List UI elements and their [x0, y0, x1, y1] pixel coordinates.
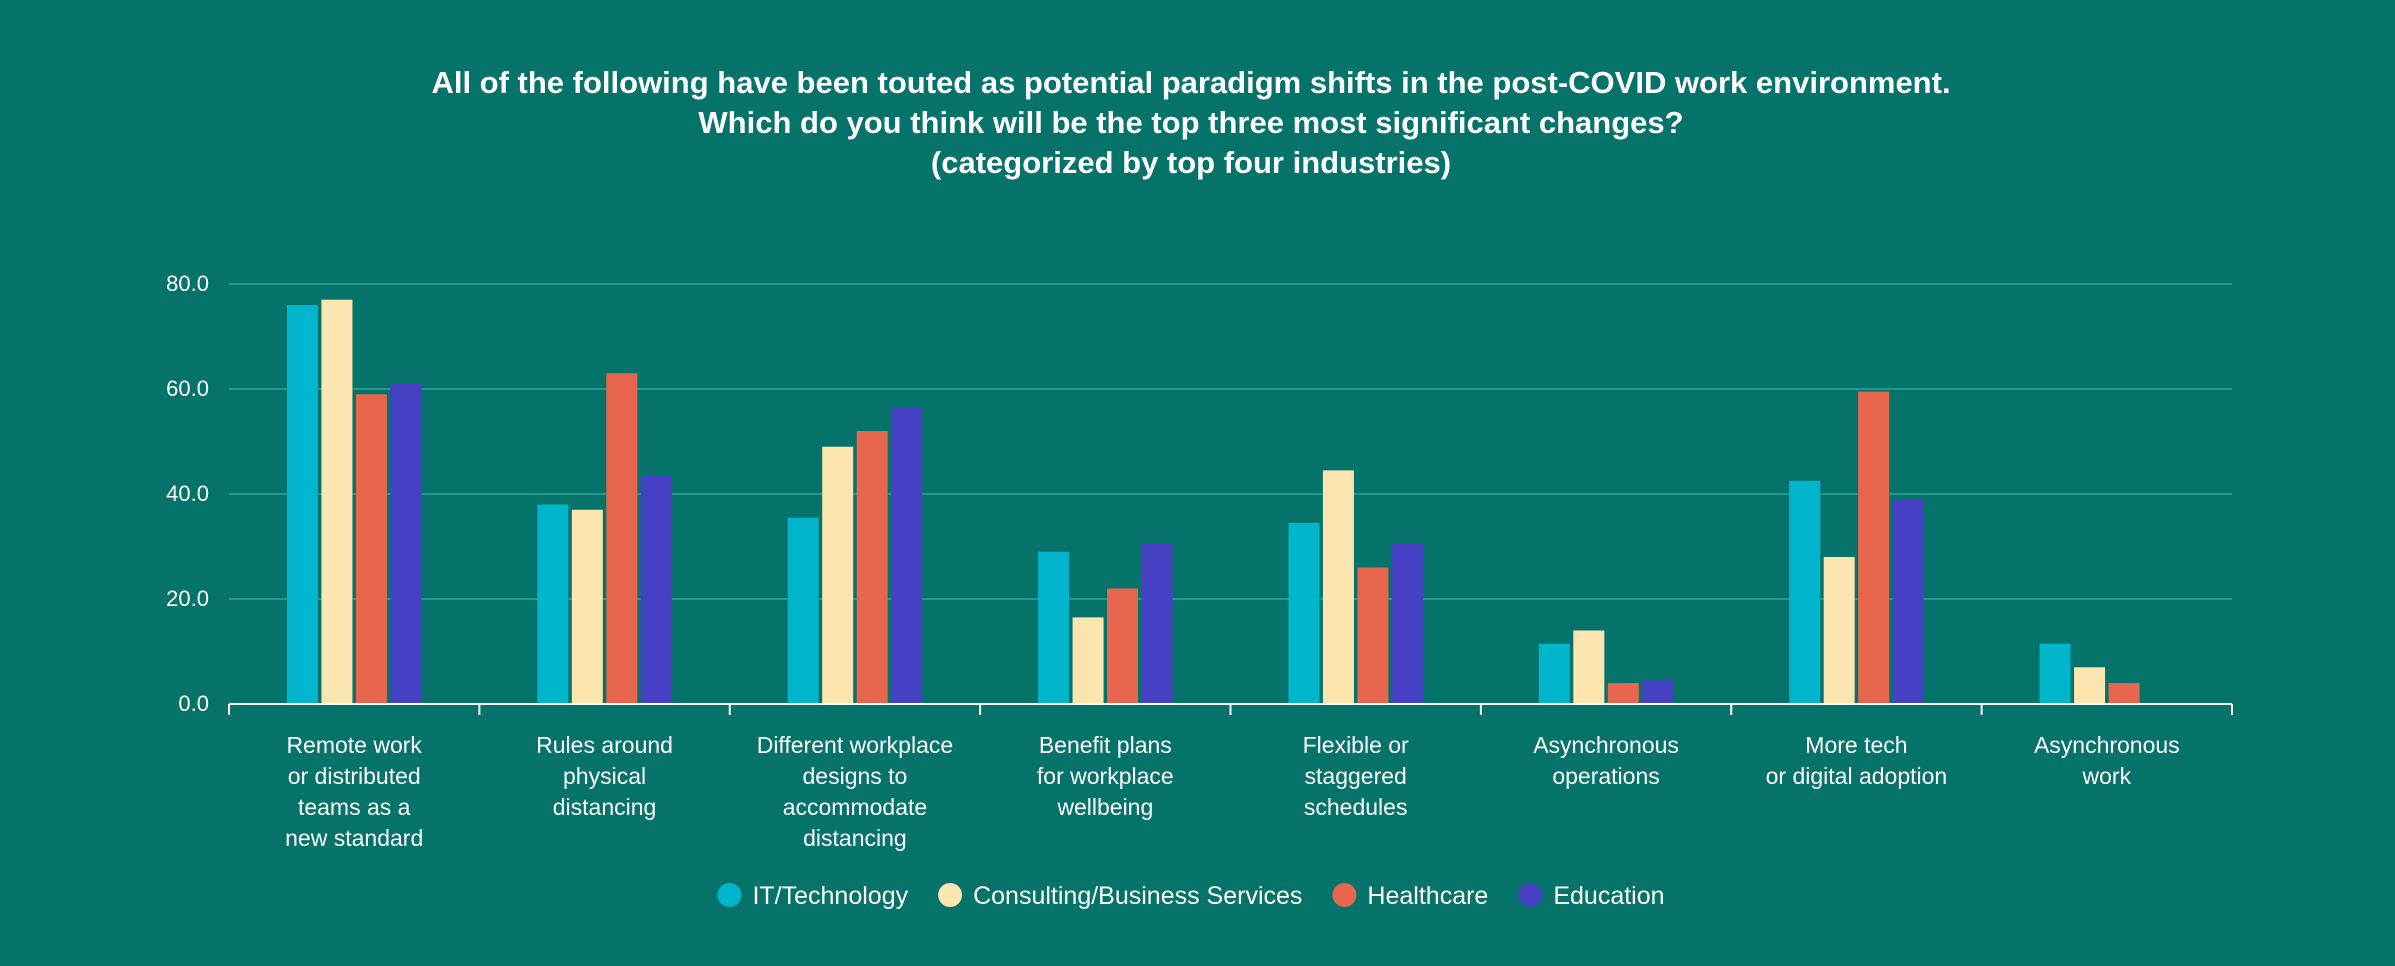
- legend-swatch: [938, 883, 963, 907]
- x-category-label: Remote work: [286, 732, 422, 758]
- bar-consulting-business-services: [1573, 630, 1605, 704]
- bar-it-technology: [1288, 522, 1320, 704]
- bar-education: [1391, 543, 1423, 704]
- y-tick-label: 0.0: [178, 691, 209, 716]
- x-category-label: Rules around: [536, 732, 673, 758]
- bar-healthcare: [1107, 588, 1139, 704]
- bar-healthcare: [606, 373, 638, 704]
- x-category-label: or distributed: [288, 763, 421, 789]
- x-category-label: Different workplace: [757, 732, 953, 758]
- legend-label: Education: [1553, 882, 1664, 910]
- bar-healthcare: [1607, 683, 1639, 704]
- bar-consulting-business-services: [822, 446, 854, 704]
- x-category-label: operations: [1552, 763, 1659, 789]
- legend-item: IT/Technology: [717, 882, 909, 910]
- x-category-label: work: [2082, 763, 2132, 789]
- bar-consulting-business-services: [1823, 557, 1855, 704]
- x-category-label: schedules: [1304, 794, 1408, 820]
- y-tick-label: 40.0: [166, 481, 209, 506]
- chart-title-line: Which do you think will be the top three…: [698, 105, 1683, 140]
- x-category-label: distancing: [553, 794, 657, 820]
- bar-education: [1642, 680, 1674, 704]
- bar-education: [1141, 543, 1173, 704]
- bar-consulting-business-services: [571, 509, 603, 704]
- legend-item: Education: [1518, 882, 1665, 910]
- x-category-label: Benefit plans: [1039, 732, 1172, 758]
- x-category-label: staggered: [1305, 763, 1407, 789]
- legend-swatch: [717, 883, 742, 907]
- legend-label: IT/Technology: [752, 882, 908, 910]
- bar-it-technology: [537, 504, 569, 704]
- chart-title: All of the following have been touted as…: [431, 65, 1950, 180]
- y-tick-label: 80.0: [166, 271, 209, 296]
- legend-label: Consulting/Business Services: [973, 882, 1302, 910]
- x-category-label: physical: [563, 763, 646, 789]
- bar-healthcare: [355, 394, 387, 704]
- bar-education: [390, 383, 422, 704]
- x-category-label: Asynchronous: [2034, 732, 2180, 758]
- bar-it-technology: [1538, 643, 1570, 704]
- legend-item: Healthcare: [1332, 882, 1488, 910]
- bar-education: [891, 407, 923, 704]
- bar-it-technology: [286, 305, 318, 704]
- bar-it-technology: [1789, 480, 1821, 704]
- gridlines: [229, 283, 2232, 600]
- x-axis: [228, 703, 2233, 715]
- bars: [286, 299, 2140, 704]
- y-tick-label: 60.0: [166, 376, 209, 401]
- chart-title-line: (categorized by top four industries): [931, 145, 1451, 180]
- x-category-label: accommodate: [783, 794, 927, 820]
- bar-healthcare: [2108, 683, 2140, 704]
- x-category-label: designs to: [803, 763, 908, 789]
- legend-swatch: [1332, 883, 1357, 907]
- bar-education: [1892, 499, 1924, 704]
- x-category-label: new standard: [285, 825, 423, 851]
- x-category-label: Asynchronous: [1533, 732, 1679, 758]
- bar-healthcare: [856, 431, 888, 704]
- bar-education: [640, 475, 672, 704]
- x-category-label: for workplace: [1037, 763, 1174, 789]
- bar-consulting-business-services: [321, 299, 353, 704]
- legend-label: Healthcare: [1367, 882, 1488, 910]
- bar-it-technology: [787, 517, 819, 704]
- bar-consulting-business-services: [2074, 667, 2106, 704]
- x-axis-labels: Remote work or distributed teams as a new s…: [285, 732, 2180, 851]
- x-category-label: Flexible or: [1303, 732, 1409, 758]
- x-category-label: teams as a: [298, 794, 411, 820]
- bar-healthcare: [1858, 391, 1890, 704]
- x-category-label: or digital adoption: [1766, 763, 1948, 789]
- legend: IT/Technology Consulting/Business Service…: [717, 882, 1665, 910]
- bar-it-technology: [2039, 643, 2071, 704]
- x-category-label: distancing: [803, 825, 907, 851]
- legend-swatch: [1518, 883, 1543, 907]
- y-tick-label: 20.0: [166, 586, 209, 611]
- chart-title-line: All of the following have been touted as…: [431, 65, 1950, 100]
- legend-item: Consulting/Business Services: [938, 882, 1302, 910]
- y-axis-ticks: 0.0 20.0 40.0 60.0 80.0: [166, 271, 209, 716]
- bar-consulting-business-services: [1322, 470, 1354, 704]
- bar-it-technology: [1038, 551, 1070, 704]
- x-category-label: More tech: [1805, 732, 1907, 758]
- bar-consulting-business-services: [1072, 617, 1104, 704]
- bar-healthcare: [1357, 567, 1389, 704]
- x-category-label: wellbeing: [1056, 794, 1153, 820]
